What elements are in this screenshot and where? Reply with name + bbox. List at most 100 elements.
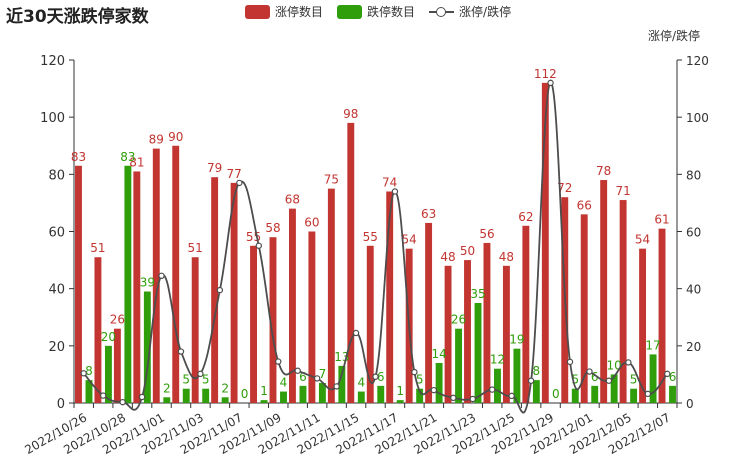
ratio-point [158, 272, 165, 280]
bar-label-limit-down: 5 [182, 373, 190, 387]
bar-label-limit-up: 48 [499, 250, 514, 264]
bar-limit-up [522, 225, 530, 403]
bar-label-limit-down: 4 [357, 376, 365, 390]
bar-label-limit-down: 83 [120, 150, 135, 164]
bar-limit-up [94, 257, 102, 403]
bar-label-limit-down: 26 [451, 313, 466, 327]
bar-limit-up [502, 265, 510, 403]
bar-label-limit-up: 62 [518, 210, 533, 224]
bar-label-limit-up: 72 [557, 181, 572, 195]
bar-limit-down [649, 354, 657, 403]
y-tick-label-left: 60 [48, 226, 65, 241]
bar-label-limit-up: 55 [246, 230, 261, 244]
ratio-point [411, 368, 418, 376]
ratio-point [450, 394, 457, 402]
bar-label-limit-down: 7 [319, 367, 327, 381]
ratio-point [313, 375, 321, 382]
legend-item-limit-down[interactable]: 跌停数目 [337, 3, 415, 20]
y-tick-label-right: 20 [686, 340, 701, 354]
legend-item-ratio[interactable]: 涨停/跌停 [429, 3, 511, 20]
bar-label-limit-down: 4 [280, 376, 288, 390]
bar-limit-down [338, 365, 346, 403]
ratio-point [255, 242, 262, 249]
bar-limit-up [483, 242, 491, 403]
bar-limit-down [532, 380, 540, 403]
bar-limit-up [619, 200, 627, 403]
bar-limit-down [669, 385, 676, 403]
bar-limit-up [230, 182, 238, 403]
bar-limit-up [211, 177, 219, 403]
bar-limit-up [288, 208, 296, 403]
bar-limit-down [143, 291, 151, 403]
bar-limit-up [541, 82, 549, 403]
ratio-point [119, 398, 126, 406]
bar-limit-down [396, 400, 404, 403]
legend-swatch-red [245, 4, 270, 19]
bar-label-limit-down: 1 [260, 384, 268, 398]
bar-label-limit-down: 1 [396, 384, 404, 398]
ratio-line [80, 79, 671, 414]
bar-limit-down [455, 328, 463, 403]
y-tick-label-right: 40 [686, 283, 701, 297]
bar-label-limit-down: 10 [607, 358, 622, 372]
bar-label-limit-down: 17 [645, 338, 660, 352]
bar-label-limit-up: 26 [110, 313, 125, 327]
bar-label-limit-down: 8 [85, 364, 93, 378]
bar-limit-up [152, 148, 160, 403]
bar-limit-up [366, 245, 374, 403]
bar-label-limit-down: 6 [377, 370, 385, 384]
bar-limit-up [133, 171, 141, 403]
legend-label-limit-down: 跌停数目 [367, 5, 416, 19]
bar-label-limit-down: 2 [163, 381, 171, 395]
bar-label-limit-down: 12 [490, 353, 505, 367]
bar-label-limit-down: 20 [101, 330, 116, 344]
bar-limit-down [124, 165, 132, 403]
bar-limit-up [308, 231, 316, 403]
bar-limit-down [221, 397, 229, 403]
ratio-point [566, 358, 574, 366]
bar-limit-up [639, 248, 647, 403]
bar-limit-up [269, 237, 277, 403]
bar-label-limit-up: 78 [596, 164, 611, 178]
bar-limit-down [494, 368, 501, 403]
bar-limit-down [474, 302, 482, 403]
bar-limit-down [202, 388, 210, 403]
bar-label-limit-up: 63 [421, 207, 436, 221]
bar-limit-up [172, 145, 180, 403]
legend-label-ratio: 涨停/跌停 [459, 5, 512, 19]
bar-limit-down [299, 385, 307, 403]
bar-label-limit-up: 71 [615, 184, 630, 198]
y-tick-label-right: 80 [686, 168, 701, 182]
bar-label-limit-up: 60 [304, 216, 319, 230]
bar-limit-up [250, 245, 257, 403]
ratio-point [80, 370, 87, 377]
bar-limit-up [113, 328, 121, 403]
bar-limit-down [630, 388, 638, 403]
legend-item-limit-up[interactable]: 涨停数目 [245, 3, 323, 20]
bar-label-limit-down: 6 [669, 370, 677, 384]
bar-label-limit-up: 79 [207, 161, 222, 175]
ratio-point [275, 358, 282, 365]
bar-limit-up [347, 122, 355, 403]
bar-label-limit-up: 90 [168, 130, 183, 144]
bar-limit-up [658, 228, 666, 403]
legend-label-limit-up: 涨停数目 [275, 5, 324, 19]
ratio-point [352, 329, 360, 337]
bar-label-limit-up: 68 [285, 193, 300, 207]
bar-limit-down [182, 388, 190, 403]
y-tick-label-right: 60 [686, 226, 701, 240]
ratio-point [489, 386, 496, 393]
bar-label-limit-up: 75 [324, 173, 339, 187]
chart-title: 近30天涨跌停家数 [6, 7, 149, 27]
bar-label-limit-down: 6 [591, 370, 599, 384]
bar-label-limit-up: 83 [71, 150, 86, 164]
bar-limit-up [600, 180, 608, 403]
ratio-point [644, 390, 652, 398]
bar-limit-down [591, 385, 599, 403]
ratio-point [197, 370, 204, 378]
bar-limit-down [163, 397, 171, 403]
bar-limit-down [571, 388, 579, 403]
bar-limit-down [260, 400, 268, 403]
